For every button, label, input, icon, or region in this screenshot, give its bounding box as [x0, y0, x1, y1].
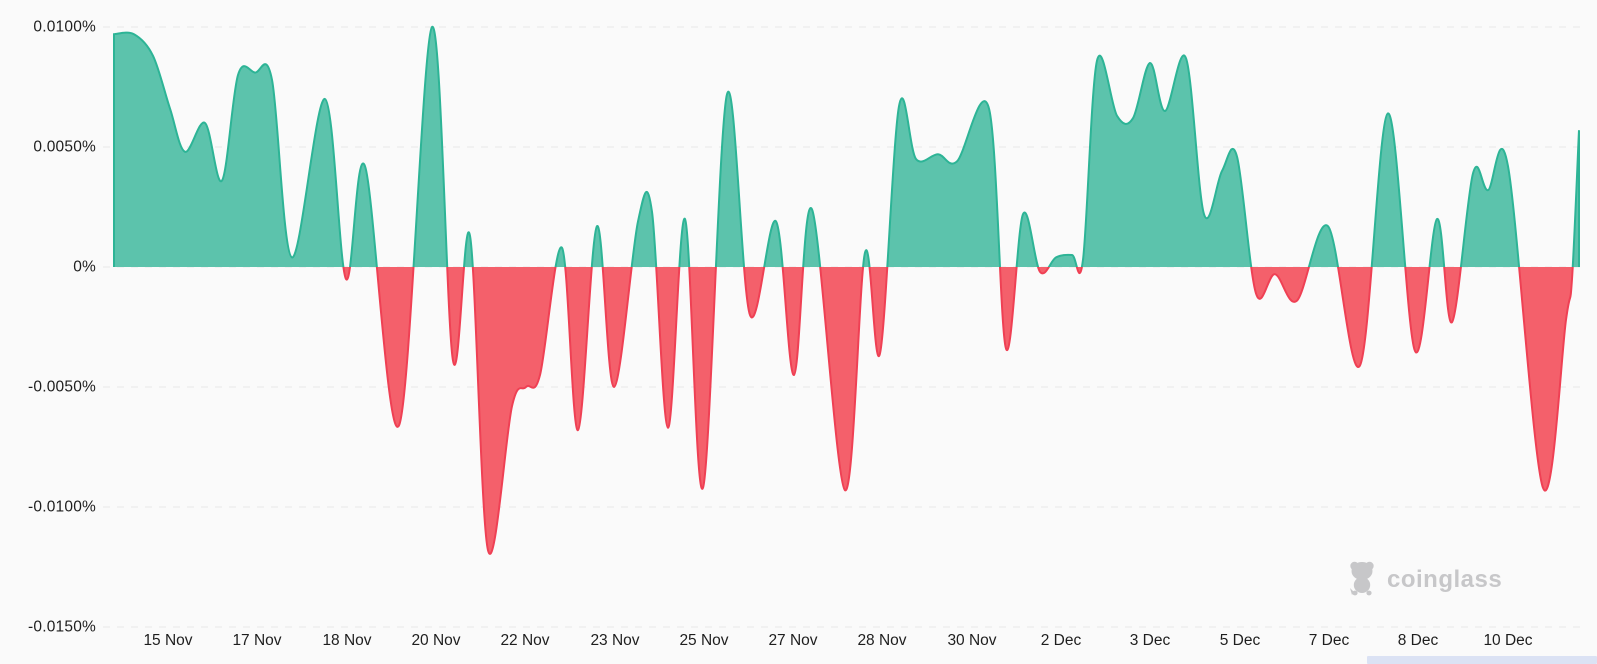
- x-axis-tick-label: 5 Dec: [1219, 632, 1261, 649]
- negative-area-series: [113, 267, 1580, 555]
- y-axis-tick-label: -0.0050%: [28, 378, 96, 396]
- x-axis-tick-label: 8 Dec: [1397, 632, 1439, 649]
- x-axis-tick-label: 23 Nov: [590, 632, 640, 649]
- y-axis-tick-label: 0.0100%: [33, 18, 96, 36]
- x-axis-tick-label: 20 Nov: [411, 632, 461, 649]
- y-axis-tick-label: -0.0100%: [28, 498, 96, 516]
- x-axis-tick-label: 27 Nov: [768, 632, 818, 649]
- x-axis-tick-label: 30 Nov: [947, 632, 997, 649]
- y-axis-tick-label: 0%: [73, 258, 96, 276]
- x-axis-tick-label: 10 Dec: [1483, 632, 1533, 649]
- x-axis-tick-label: 17 Nov: [232, 632, 282, 649]
- x-axis-tick-label: 25 Nov: [679, 632, 729, 649]
- y-axis-tick-label: 0.0050%: [33, 138, 96, 156]
- x-axis-tick-label: 18 Nov: [322, 632, 372, 649]
- x-axis-tick-label: 7 Dec: [1308, 632, 1350, 649]
- x-axis-tick-label: 22 Nov: [500, 632, 550, 649]
- x-axis-tick-label: 28 Nov: [857, 632, 907, 649]
- x-axis-tick-label: 2 Dec: [1040, 632, 1082, 649]
- x-axis-tick-label: 15 Nov: [143, 632, 193, 649]
- positive-area-series: [113, 25, 1580, 267]
- x-axis-tick-label: 3 Dec: [1129, 632, 1171, 649]
- horizontal-scrollbar-thumb[interactable]: [1367, 656, 1597, 664]
- y-axis-tick-label: -0.0150%: [28, 618, 96, 636]
